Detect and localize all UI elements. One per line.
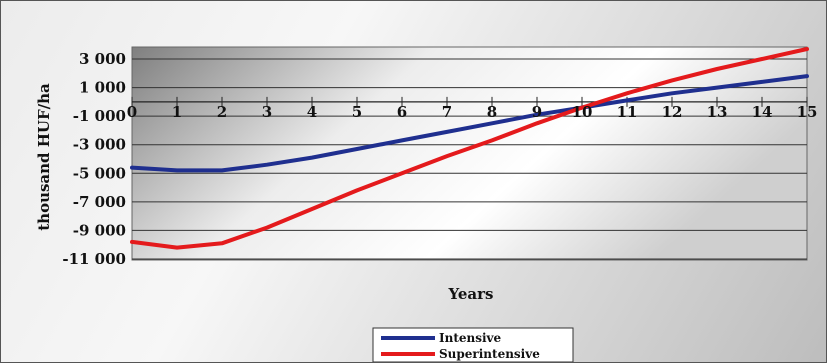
legend-label-intensive: Intensive [439, 331, 502, 345]
x-tick-label-11: 11 [617, 103, 638, 121]
x-tick-label-12: 12 [662, 103, 683, 121]
x-tick-label-15: 15 [797, 103, 818, 121]
x-tick-label-14: 14 [752, 103, 773, 121]
x-tick-label-13: 13 [707, 103, 728, 121]
plot-area [131, 46, 808, 261]
x-tick-label-4: 4 [307, 103, 317, 121]
x-axis-title: Years [447, 285, 493, 303]
x-tick-label-2: 2 [217, 103, 227, 121]
series-line-superintensive [130, 47, 809, 250]
y-tick-label-0: 3 000 [79, 50, 126, 68]
x-tick-label-8: 8 [487, 103, 497, 121]
y-axis-title: thousand HUF/ha [35, 83, 53, 231]
x-tick-label-0: 0 [127, 103, 137, 121]
x-tick-label-10: 10 [572, 103, 593, 121]
x-tick-label-6: 6 [397, 103, 407, 121]
y-tick-label-7: -11 000 [62, 250, 126, 268]
y-tick-label-6: -9 000 [73, 221, 126, 239]
legend-box [372, 327, 574, 362]
y-tick-label-5: -7 000 [73, 193, 126, 211]
y-tick-label-4: -5 000 [73, 164, 126, 182]
x-tick-label-5: 5 [352, 103, 362, 121]
x-tick-label-7: 7 [442, 103, 452, 121]
x-tick-label-3: 3 [262, 103, 272, 121]
y-tick-label-2: -1 000 [73, 107, 126, 125]
x-tick-label-9: 9 [532, 103, 542, 121]
y-tick-label-1: 1 000 [79, 79, 126, 97]
series-line-intensive [130, 74, 809, 173]
x-tick-label-1: 1 [172, 103, 182, 121]
y-tick-label-3: -3 000 [73, 136, 126, 154]
legend-label-superintensive: Superintensive [439, 347, 540, 361]
